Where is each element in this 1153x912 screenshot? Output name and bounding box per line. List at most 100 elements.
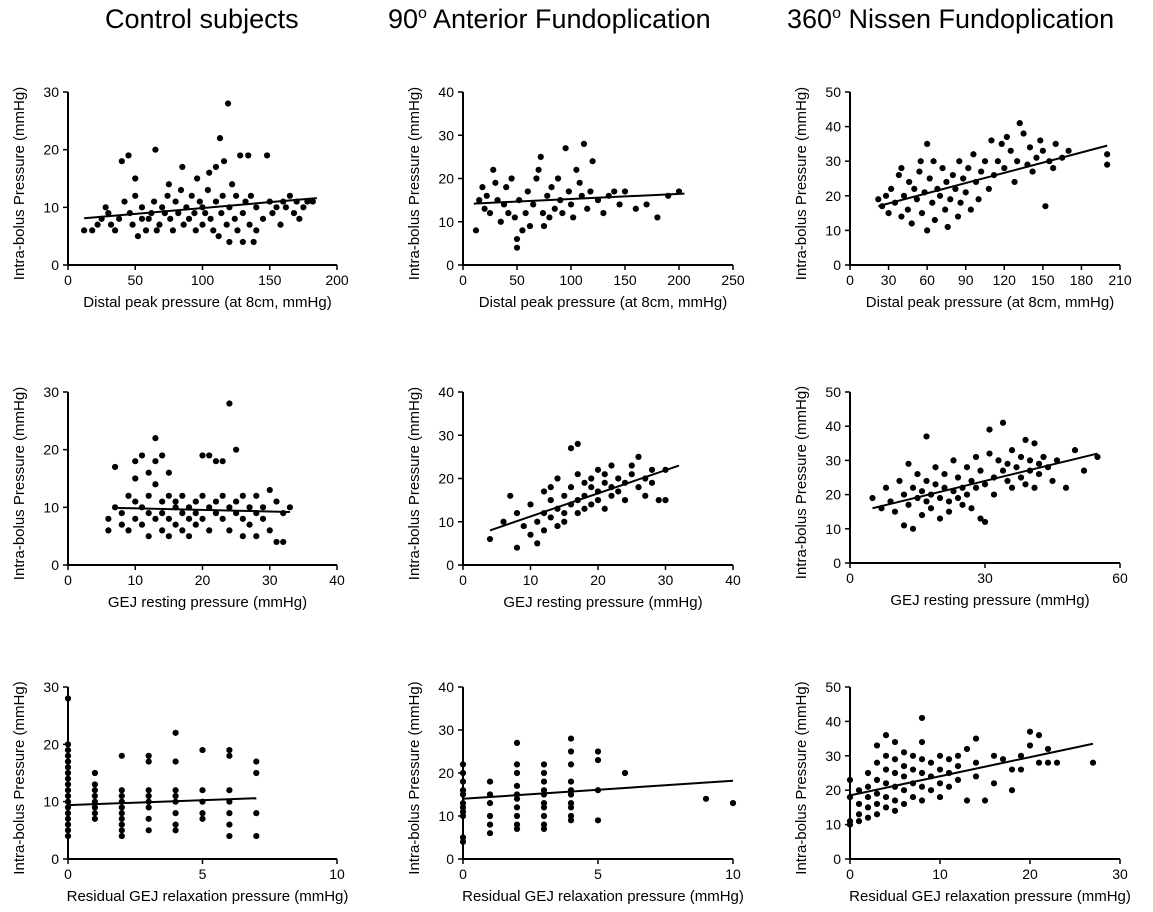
data-point [486, 778, 494, 785]
data-point [936, 766, 944, 773]
x-tick-label: 0 [846, 272, 854, 288]
data-point [259, 215, 267, 222]
data-point [1052, 140, 1059, 147]
data-point [228, 181, 236, 188]
data-point [972, 735, 980, 742]
y-axis-label: Intra-bolus Pressure (mmHg) [11, 681, 28, 874]
data-point [156, 221, 163, 228]
data-point [1026, 742, 1034, 749]
data-point [245, 152, 252, 159]
data-point [924, 140, 931, 147]
x-tick-label: 0 [459, 272, 467, 288]
data-point [527, 501, 534, 508]
data-point [152, 435, 159, 442]
data-point [486, 800, 494, 807]
y-tick-label: 10 [43, 499, 59, 515]
data-point [977, 515, 984, 522]
data-point [64, 769, 72, 777]
data-point [138, 204, 146, 211]
data-point [526, 222, 534, 230]
data-point [1026, 457, 1034, 464]
data-point [282, 204, 289, 211]
data-point [873, 776, 881, 783]
data-point [107, 221, 115, 228]
data-point [986, 450, 993, 457]
data-point [492, 179, 499, 186]
data-point [1089, 759, 1097, 766]
data-point [628, 462, 635, 469]
y-tick-label: 50 [825, 84, 841, 100]
data-point [226, 832, 233, 840]
data-point [988, 137, 995, 144]
data-point [513, 244, 521, 251]
data-point [939, 165, 946, 172]
data-point [237, 152, 244, 159]
data-point [608, 492, 615, 499]
data-point [540, 527, 548, 534]
data-point [999, 756, 1007, 763]
data-point [873, 742, 881, 749]
data-point [1035, 470, 1043, 478]
data-point [253, 533, 260, 540]
data-point [145, 787, 152, 794]
data-point [242, 198, 249, 205]
column-title-nissen: 360o Nissen Fundoplication [787, 4, 1115, 34]
x-tick-label: 40 [725, 572, 741, 588]
data-point [1026, 728, 1034, 735]
data-point [233, 446, 240, 453]
y-tick-label: 20 [438, 471, 454, 487]
data-point [885, 210, 892, 217]
data-point [963, 745, 971, 753]
data-point [500, 518, 507, 525]
x-tick-label: 5 [594, 866, 602, 882]
data-point [479, 184, 486, 191]
data-point [567, 484, 575, 491]
data-point [621, 497, 629, 504]
data-point [172, 810, 179, 817]
data-point [554, 475, 561, 482]
x-tick-label: 20 [1022, 866, 1038, 882]
data-point [199, 515, 206, 522]
data-point [250, 238, 257, 246]
data-point [226, 787, 233, 794]
data-point [882, 192, 890, 199]
data-point [132, 515, 139, 522]
data-point [263, 152, 271, 159]
x-tick-label: 0 [459, 866, 467, 882]
y-tick-label: 40 [438, 384, 454, 400]
data-point [486, 821, 494, 828]
data-point [145, 469, 152, 476]
data-point [900, 773, 908, 780]
data-point [1035, 460, 1043, 467]
data-point [567, 761, 575, 768]
data-point [118, 521, 125, 528]
data-point [1022, 436, 1029, 443]
y-tick-label: 40 [825, 418, 841, 434]
data-point [1065, 147, 1072, 154]
x-axis-label: Residual GEJ relaxation pressure (mmHg) [849, 888, 1131, 905]
y-tick-label: 10 [438, 514, 454, 530]
data-point [855, 818, 863, 825]
data-point [64, 827, 72, 834]
data-point [199, 452, 206, 459]
data-point [459, 787, 467, 794]
data-point [537, 153, 544, 160]
x-axis-label: Residual GEJ relaxation pressure (mmHg) [67, 888, 349, 905]
data-point [945, 783, 953, 790]
data-point [212, 498, 220, 505]
data-point [218, 210, 225, 217]
data-point [561, 518, 568, 525]
x-tick-label: 10 [932, 866, 948, 882]
y-tick-label: 30 [438, 722, 454, 738]
data-point [981, 518, 989, 526]
data-point [459, 838, 467, 845]
data-point [179, 163, 186, 171]
data-point [972, 453, 980, 461]
data-point [1039, 147, 1046, 154]
x-axis-label: Distal peak pressure (at 8cm, mmHg) [83, 294, 331, 311]
y-tick-label: 10 [825, 222, 841, 238]
data-point [548, 184, 555, 191]
data-point [481, 205, 488, 212]
